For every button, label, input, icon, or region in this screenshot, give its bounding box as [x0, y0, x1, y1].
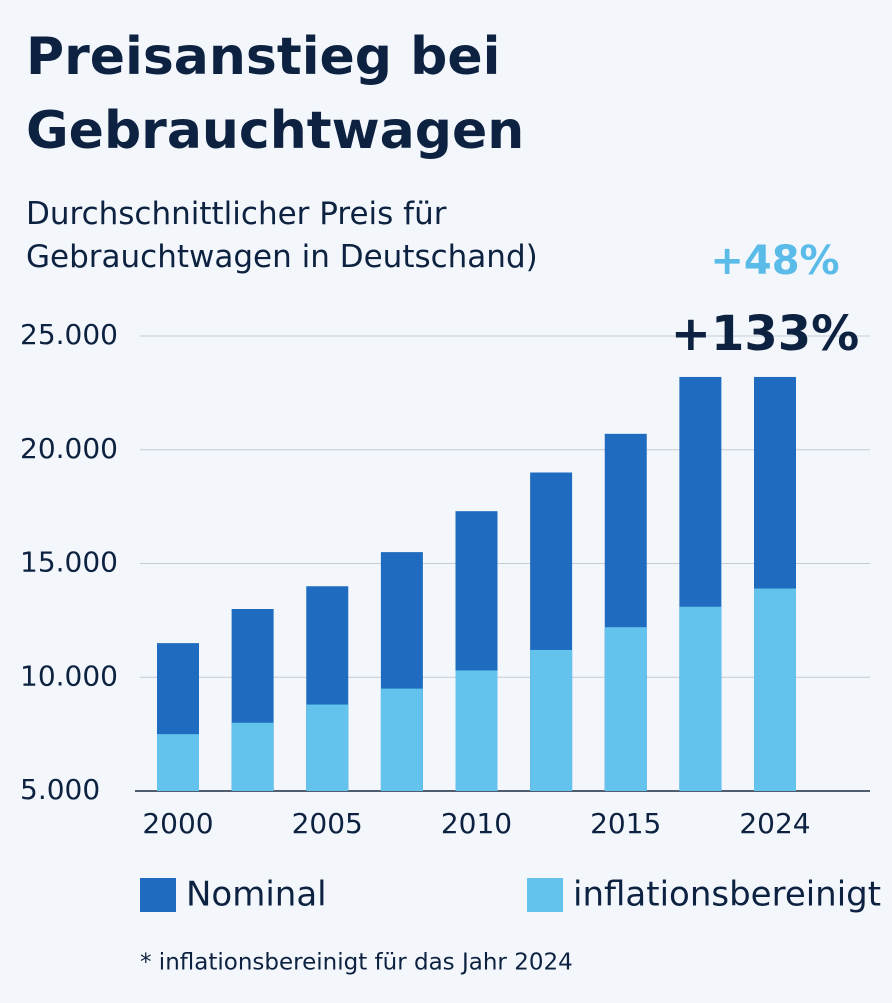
- y-tick-label: 10.000: [20, 659, 118, 692]
- bar: [530, 649, 573, 791]
- y-tick-label: 5.000: [20, 773, 100, 806]
- annotation: +133%: [671, 306, 860, 362]
- bar: [679, 606, 722, 791]
- x-tick-label: 2024: [739, 807, 810, 840]
- bar: [306, 704, 349, 791]
- bar: [455, 670, 498, 791]
- bar: [754, 588, 796, 791]
- bar: [380, 688, 423, 791]
- legend-label: inflationsbereinigt: [573, 875, 881, 915]
- y-tick-label: 20.000: [20, 432, 118, 465]
- x-tick-label: 2010: [441, 807, 512, 840]
- x-tick-label: 2015: [590, 807, 661, 840]
- y-tick-label: 25.000: [20, 318, 118, 351]
- annotation: +48%: [710, 238, 839, 284]
- bar: [231, 722, 274, 791]
- chart-title: Preisanstieg bei Gebrauchtwagen: [26, 27, 524, 161]
- x-tick-label: 2000: [142, 807, 213, 840]
- bar: [157, 734, 199, 791]
- legend-swatch: [140, 878, 176, 912]
- footnote: * inflationsbereinigt für das Jahr 2024: [140, 950, 573, 976]
- bar: [604, 627, 647, 791]
- chart-subtitle: Durchschnittlicher Preis für Gebrauchtwag…: [26, 196, 538, 275]
- y-tick-label: 15.000: [20, 546, 118, 579]
- legend-swatch: [527, 878, 563, 912]
- x-tick-label: 2005: [292, 807, 363, 840]
- legend-label: Nominal: [186, 875, 327, 915]
